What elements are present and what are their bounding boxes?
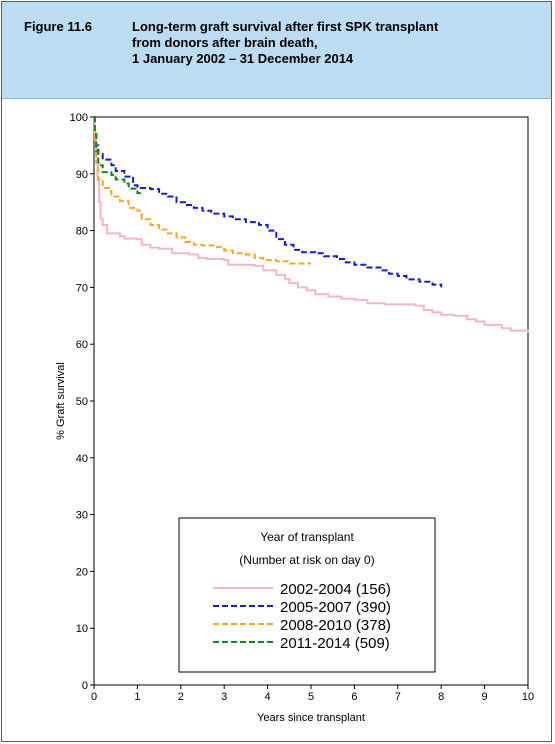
legend-title: Year of transplant bbox=[260, 530, 354, 544]
x-tick-label: 9 bbox=[482, 691, 488, 703]
x-tick-label: 2 bbox=[178, 691, 184, 703]
legend-entries: 2002-2004 (156)2005-2007 (390)2008-2010 … bbox=[213, 581, 391, 652]
y-tick-label: 100 bbox=[70, 112, 88, 124]
series-line-1 bbox=[93, 116, 529, 333]
y-tick-label: 40 bbox=[76, 453, 88, 465]
x-tick-label: 8 bbox=[438, 691, 444, 703]
legend-label: 2002-2004 (156) bbox=[280, 581, 391, 598]
x-axis: 0 1 2 3 4 5 6 7 8 9 10 bbox=[91, 685, 534, 703]
x-tick-label: 4 bbox=[265, 691, 271, 703]
series-line-4 bbox=[93, 116, 143, 196]
x-tick-label: 10 bbox=[522, 691, 534, 703]
legend-label: 2005-2007 (390) bbox=[280, 599, 391, 616]
figure-title: Long-term graft survival after first SPK… bbox=[132, 19, 438, 67]
figure-number: Figure 11.6 bbox=[24, 19, 92, 34]
figure-title-line: Long-term graft survival after first SPK… bbox=[132, 19, 439, 34]
legend-label: 2011-2014 (509) bbox=[280, 635, 390, 652]
x-tick-label: 5 bbox=[308, 691, 314, 703]
series-line-3 bbox=[93, 116, 311, 265]
legend: Year of transplant (Number at risk on da… bbox=[178, 517, 436, 673]
legend-box bbox=[178, 517, 436, 673]
x-tick-label: 0 bbox=[91, 691, 97, 703]
y-axis-label: % Graft survival bbox=[55, 362, 67, 440]
figure-title-line: 1 January 2002 – 31 December 2014 bbox=[132, 51, 354, 66]
y-tick-label: 30 bbox=[76, 510, 88, 522]
legend-label: 2008-2010 (378) bbox=[280, 617, 391, 634]
y-axis: 0 10 20 30 40 50 60 70 80 90 100 bbox=[70, 112, 94, 692]
x-tick-label: 1 bbox=[134, 691, 140, 703]
y-tick-label: 0 bbox=[82, 680, 88, 692]
series-lines bbox=[93, 116, 529, 333]
x-tick-label: 3 bbox=[221, 691, 227, 703]
y-tick-label: 70 bbox=[76, 282, 88, 294]
y-tick-label: 50 bbox=[76, 396, 88, 408]
x-tick-label: 7 bbox=[395, 691, 401, 703]
y-tick-label: 10 bbox=[76, 623, 88, 635]
figure-header: Figure 11.6 Long-term graft survival aft… bbox=[2, 2, 551, 99]
series-line-2 bbox=[93, 116, 443, 288]
figure-title-line: from donors after brain death, bbox=[132, 35, 318, 50]
y-tick-label: 60 bbox=[76, 339, 88, 351]
y-tick-label: 20 bbox=[76, 566, 88, 578]
legend-subtitle: (Number at risk on day 0) bbox=[239, 553, 374, 567]
y-tick-label: 80 bbox=[76, 226, 88, 238]
x-axis-label: Years since transplant bbox=[257, 712, 365, 724]
x-tick-label: 6 bbox=[351, 691, 357, 703]
y-tick-label: 90 bbox=[76, 169, 88, 181]
